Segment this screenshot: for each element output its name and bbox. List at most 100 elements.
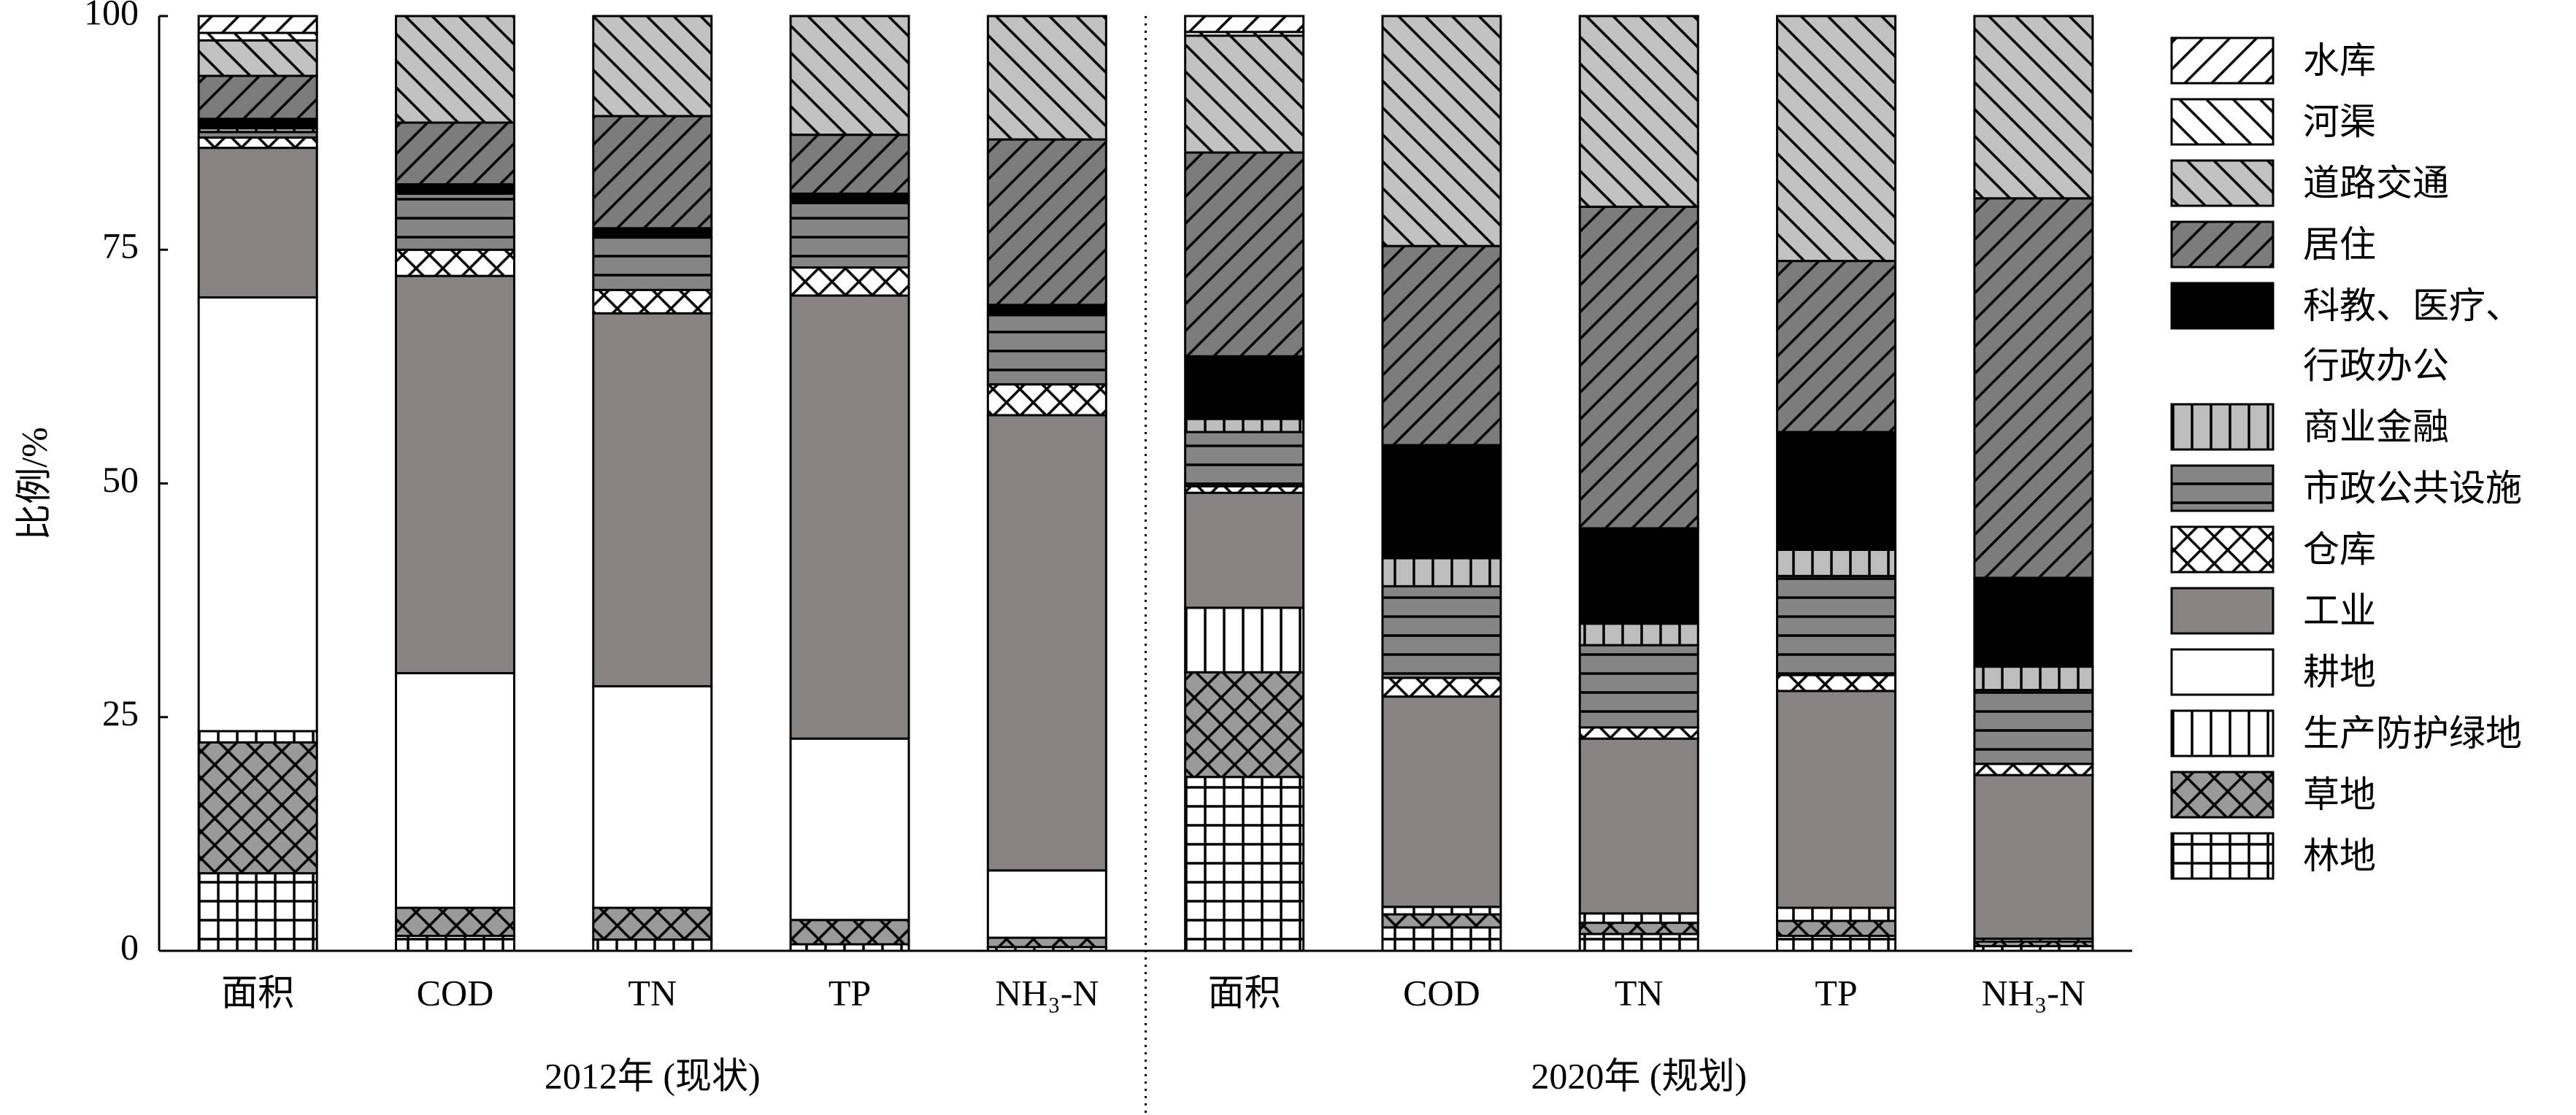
bar-segment [1776,431,1897,551]
legend-label: 道路交通 [2303,163,2449,204]
y-tick-label: 100 [84,0,139,32]
bar-segment [394,906,515,938]
legend-label: 商业金融 [2303,406,2449,447]
bar-segment [1973,689,2094,765]
legend-label: 草地 [2303,774,2376,815]
bar-segment [394,183,515,195]
bar-segment [394,192,515,251]
group-label: 2012年 (现状) [545,1055,761,1096]
legend-swatch [2170,832,2275,880]
y-tick-label: 75 [102,225,139,266]
bar-segment [1184,606,1305,674]
bar-segment [986,383,1107,417]
bar-segment [1184,671,1305,779]
bar-segment [986,936,1107,949]
bar-segment [1973,763,2094,776]
bar-segment [1973,15,2094,200]
x-tick-label: 面积 [221,972,294,1013]
legend-label: 河渠 [2303,101,2376,142]
bar-segment [1578,622,1699,647]
legend-swatch [2170,525,2275,574]
x-tick-label: NH₃-N [995,972,1099,1013]
bar-segment [986,15,1107,141]
bar-segment [197,730,318,744]
legend-label: 耕地 [2303,652,2376,692]
bar-segment [1578,933,1699,952]
y-axis-label: 比例/% [13,427,54,541]
x-tick-label: NH₃-N [1982,972,2085,1013]
bar-segment [1381,15,1502,247]
bar-segment [1184,355,1305,420]
bar-segment [197,74,318,120]
bar-segment [1578,726,1699,740]
legend-label: 生产防护绿地 [2303,713,2522,754]
bar-segment [394,248,515,277]
bar-segment [197,39,318,77]
bar-segment [197,147,318,299]
bar-segment [197,872,318,952]
bar-segment [1776,574,1897,676]
legend-swatch [2170,220,2275,269]
bar-segment [986,314,1107,386]
x-tick-label: TP [828,972,871,1013]
bar-segment [1578,527,1699,625]
bar-segment [1381,444,1502,560]
legend-swatch [2170,282,2275,330]
bar-segment [197,117,318,130]
legend-swatch [2170,648,2275,696]
bar-segment [1776,906,1897,922]
bar-segment [394,672,515,909]
bar-segment [394,121,515,186]
bar-segment [1184,15,1305,34]
legend-swatch [2170,587,2275,635]
bar-segment [1381,906,1502,916]
bar-segment [1973,197,2094,579]
bar-segment [1578,922,1699,935]
bar-segment [592,906,713,941]
bar-segment [1578,644,1699,729]
legend-swatch [2170,709,2275,757]
legend-label: 林地 [2303,836,2376,876]
bar-segment [986,304,1107,317]
bar-segment [789,919,910,946]
bar-segment [1184,431,1305,487]
bar-segment [592,312,713,687]
bar-segment [394,274,515,675]
legend-swatch [2170,159,2275,207]
y-tick-label: 50 [102,459,139,500]
bar-segment [592,236,713,291]
bar-segment [1578,737,1699,915]
bar-segment [197,31,318,42]
bar-segment [592,115,713,230]
bar-segment [1776,260,1897,433]
bar-segment [789,266,910,297]
bar-segment [1381,913,1502,929]
legend-label: 居住 [2303,224,2376,265]
bar-segment [986,869,1107,939]
bar-segment [1578,15,1699,208]
bar-segment [1776,690,1897,909]
bar-segment [986,138,1107,306]
bar-segment [592,288,713,315]
bar-segment [1381,676,1502,698]
bar-segment [1381,584,1502,679]
bar-segment [197,741,318,875]
legend-swatch [2170,98,2275,146]
bar-segment [789,294,910,740]
bar-segment [1973,576,2094,668]
bar-segment [197,136,318,150]
bar-segment [592,684,713,909]
y-tick-label: 25 [102,692,139,733]
bar-segment [1776,674,1897,692]
legend-label: 工业 [2303,590,2376,631]
legend-swatch [2170,464,2275,512]
bar-segment [1776,15,1897,263]
bar-segment [1381,557,1502,587]
bar-segment [789,737,910,922]
bar-segment [789,15,910,136]
bar-segment [986,414,1107,872]
bar-segment [1381,695,1502,908]
x-tick-label: TN [628,972,677,1013]
bar-segment [1184,491,1305,609]
